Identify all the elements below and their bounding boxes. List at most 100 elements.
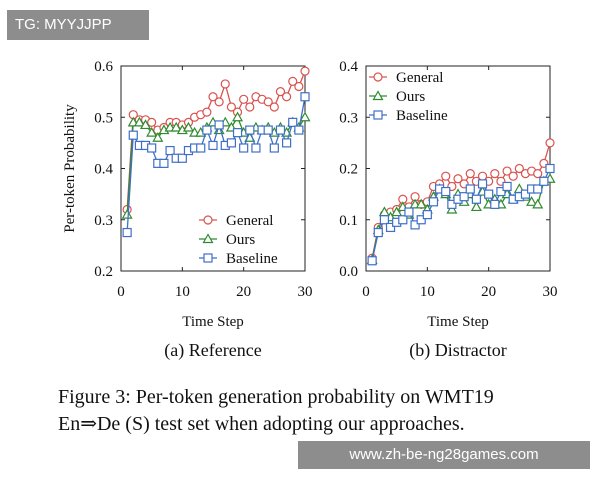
- data-point-general: [275, 87, 286, 97]
- data-point-baseline: [245, 125, 255, 135]
- legend-marker-general: [373, 72, 383, 82]
- x-tick-label: 20: [236, 284, 251, 300]
- legend-marker-ours: [202, 233, 214, 244]
- data-point-baseline: [263, 125, 273, 135]
- y-tick-label: 0.0: [339, 264, 358, 280]
- data-point-baseline: [447, 199, 457, 209]
- x-tick-label: 30: [298, 284, 313, 300]
- data-point-baseline: [202, 125, 212, 135]
- data-point-baseline: [232, 128, 243, 138]
- legend-label: Baseline: [396, 108, 448, 124]
- data-point-baseline: [214, 120, 224, 130]
- x-tick-label: 20: [481, 284, 496, 300]
- data-point-general: [147, 117, 157, 127]
- data-point-general: [269, 102, 279, 112]
- data-point-baseline: [404, 207, 414, 217]
- tg-badge: TG: MYYJJPP: [7, 10, 149, 40]
- data-point-baseline: [288, 117, 298, 127]
- legend-label: General: [226, 213, 273, 229]
- x-tick-label: 0: [117, 284, 125, 300]
- data-point-general: [533, 169, 543, 179]
- legend: General Ours Baseline: [369, 70, 448, 124]
- data-point-baseline: [416, 215, 426, 225]
- data-point-baseline: [367, 256, 377, 266]
- data-point-ours: [532, 198, 544, 209]
- legend-marker-general: [203, 215, 213, 225]
- data-point-ours: [391, 206, 403, 217]
- data-point-baseline: [533, 184, 543, 194]
- data-point-general: [208, 92, 218, 102]
- y-tick-label: 0.4: [339, 59, 358, 75]
- data-point-ours: [232, 111, 244, 122]
- data-point-baseline: [385, 222, 396, 233]
- data-point-baseline: [373, 227, 383, 238]
- data-point-ours: [121, 208, 133, 219]
- data-point-general: [220, 79, 230, 89]
- data-point-general: [294, 81, 304, 92]
- data-point-baseline: [275, 125, 286, 135]
- data-point-baseline: [177, 153, 187, 163]
- y-tick-label: 0.5: [94, 110, 113, 126]
- data-point-ours: [182, 121, 194, 132]
- legend-label: Ours: [396, 89, 425, 105]
- caption-line-1: Figure 3: Per-token generation probabili…: [58, 386, 494, 408]
- legend-label: Baseline: [226, 251, 278, 267]
- y-tick-label: 0.2: [339, 162, 358, 178]
- legend-marker-baseline: [203, 253, 213, 263]
- data-point-baseline: [477, 179, 488, 189]
- data-point-general: [263, 97, 273, 107]
- data-point-general: [441, 171, 451, 181]
- legend-label: General: [396, 70, 443, 86]
- data-point-baseline: [294, 125, 304, 135]
- data-point-baseline: [502, 181, 512, 192]
- data-point-general: [288, 76, 298, 86]
- data-point-ours: [526, 196, 538, 206]
- data-point-baseline: [165, 145, 175, 156]
- data-point-baseline: [441, 186, 451, 197]
- data-point-ours: [133, 116, 145, 127]
- data-point-ours: [299, 111, 311, 122]
- y-axis-label: Per-token Probability: [62, 104, 78, 233]
- data-point-baseline: [239, 143, 249, 153]
- chart-panel-1: 0.2 0.3 0.4 0.5 0.6 0 10 20 30 Time Step Per-token…: [62, 59, 313, 361]
- data-point-baseline: [496, 186, 506, 197]
- data-point-baseline: [545, 163, 555, 174]
- data-point-baseline: [490, 199, 500, 209]
- legend: General Ours Baseline: [199, 213, 278, 267]
- data-point-general: [453, 174, 463, 184]
- data-point-baseline: [459, 192, 469, 202]
- panel-title: (b) Distractor: [409, 340, 506, 361]
- data-point-ours: [470, 201, 482, 212]
- legend-marker-baseline: [373, 110, 383, 120]
- data-point-baseline: [159, 158, 169, 168]
- legend-marker-ours: [372, 90, 384, 101]
- data-point-general: [202, 107, 212, 117]
- data-point-baseline: [398, 215, 408, 225]
- data-point-baseline: [379, 215, 389, 225]
- data-point-baseline: [410, 220, 420, 230]
- data-point-baseline: [428, 197, 439, 207]
- panel-title: (a) Reference: [164, 340, 261, 361]
- x-axis-label: Time Step: [182, 314, 244, 330]
- x-axis-label: Time Step: [427, 314, 489, 330]
- figure-caption: Figure 3: Per-token generation probabili…: [58, 384, 578, 438]
- x-tick-label: 10: [420, 284, 435, 300]
- data-point-baseline: [484, 189, 494, 199]
- data-point-general: [282, 92, 292, 102]
- data-point-ours: [446, 203, 458, 214]
- data-point-ours: [170, 121, 182, 132]
- data-point-baseline: [465, 184, 475, 194]
- data-point-baseline: [422, 210, 432, 220]
- legend-label: Ours: [226, 232, 255, 248]
- chart-panel-2: 0.0 0.1 0.2 0.3 0.4 0 10 20 30 Time Step (b) Distr…: [339, 59, 557, 361]
- data-point-general: [226, 102, 236, 112]
- y-tick-label: 0.3: [339, 110, 358, 126]
- data-point-general: [490, 169, 500, 179]
- y-tick-label: 0.3: [94, 213, 113, 229]
- x-tick-label: 30: [543, 284, 558, 300]
- data-point-ours: [415, 198, 427, 209]
- data-point-general: [214, 97, 224, 107]
- watermark-banner: www.zh-be-ng28games.com: [298, 441, 590, 469]
- data-point-baseline: [196, 143, 206, 153]
